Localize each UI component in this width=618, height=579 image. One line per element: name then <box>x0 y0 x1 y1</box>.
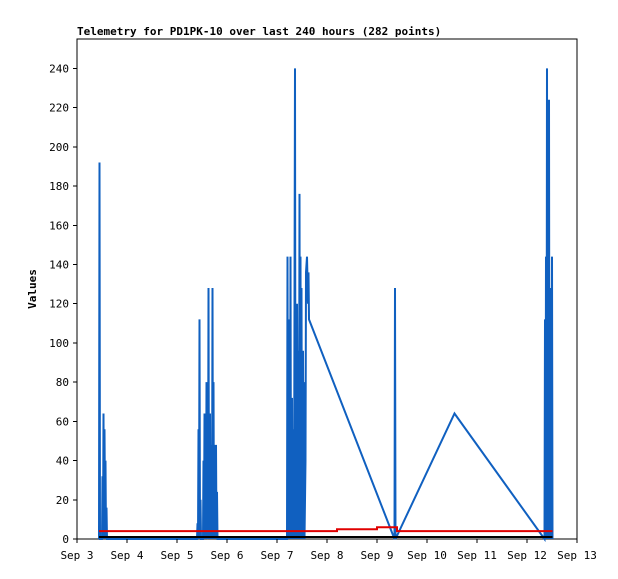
y-axis-label: Values <box>26 269 39 309</box>
x-tick-label: Sep 5 <box>160 549 193 562</box>
y-tick-label: 0 <box>62 533 69 546</box>
x-tick-label: Sep 9 <box>360 549 393 562</box>
y-tick-label: 160 <box>49 219 69 232</box>
y-tick-label: 200 <box>49 141 69 154</box>
x-tick-label: Sep 6 <box>210 549 243 562</box>
x-tick-label: Sep 7 <box>260 549 293 562</box>
series-line-1 <box>98 68 554 543</box>
y-tick-label: 20 <box>56 494 69 507</box>
plot-area-frame <box>76 38 578 540</box>
y-tick-label: 100 <box>49 337 69 350</box>
x-tick-label: Sep 8 <box>310 549 343 562</box>
x-tick-label: Sep 4 <box>110 549 143 562</box>
x-tick-label: Sep 11 <box>457 549 497 562</box>
y-tick-label: 40 <box>56 455 69 468</box>
x-tick-label: Sep 13 <box>557 549 597 562</box>
x-tick-label: Sep 10 <box>407 549 447 562</box>
y-tick-label: 60 <box>56 415 69 428</box>
x-tick-label: Sep 3 <box>60 549 93 562</box>
x-tick-label: Sep 12 <box>507 549 547 562</box>
y-tick-label: 120 <box>49 298 69 311</box>
series-group <box>98 68 554 543</box>
series-line-2 <box>99 526 553 533</box>
y-tick-label: 140 <box>49 258 69 271</box>
y-tick-label: 180 <box>49 180 69 193</box>
y-tick-label: 80 <box>56 376 69 389</box>
y-tick-label: 240 <box>49 62 69 75</box>
axes-group: 0 20 40 60 80 100 120 140 160 180 200 220 240 Sep 3 Se… <box>49 62 597 562</box>
chart-title: Telemetry for PD1PK-10 over last 240 hou… <box>77 25 441 38</box>
plot-frame-group <box>76 38 578 540</box>
y-tick-label: 220 <box>49 102 69 115</box>
